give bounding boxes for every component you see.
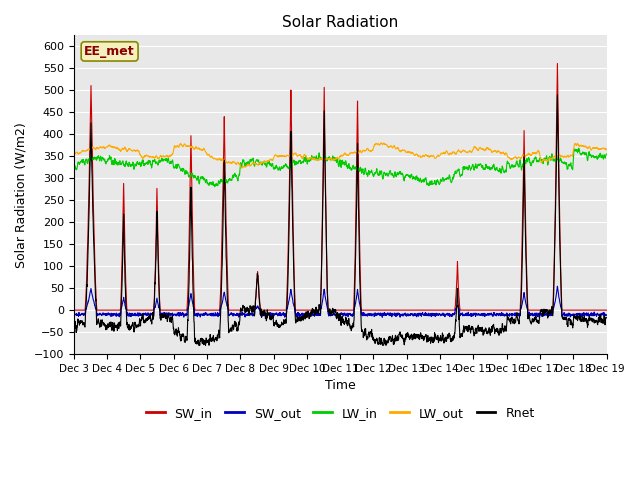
SW_in	[531, 307, 538, 313]
SW_in	[372, 307, 380, 313]
LW_out	[603, 147, 611, 153]
SW_out	[238, 312, 246, 318]
SW_out	[500, 313, 508, 319]
SW_in	[500, 307, 508, 313]
SW_in	[554, 60, 561, 66]
LW_in	[531, 156, 538, 161]
Line: LW_out: LW_out	[74, 143, 607, 168]
LW_in	[123, 161, 131, 167]
Rnet	[195, 342, 203, 348]
LW_out	[238, 165, 246, 170]
LW_in	[575, 145, 582, 151]
Line: Rnet: Rnet	[74, 95, 607, 345]
SW_out	[531, 311, 538, 316]
LW_in	[372, 168, 380, 174]
LW_out	[123, 148, 131, 154]
SW_out	[372, 311, 380, 317]
Line: SW_out: SW_out	[74, 286, 607, 317]
Rnet	[595, 313, 603, 319]
X-axis label: Time: Time	[324, 379, 356, 392]
Line: LW_in: LW_in	[74, 148, 607, 187]
LW_in	[603, 151, 611, 157]
SW_in	[238, 307, 246, 313]
LW_out	[377, 140, 385, 145]
LW_out	[501, 152, 509, 157]
SW_out	[70, 310, 77, 316]
SW_in	[123, 307, 131, 312]
LW_in	[70, 169, 77, 175]
Rnet	[500, 328, 508, 334]
LW_in	[500, 170, 508, 176]
LW_out	[238, 165, 246, 171]
LW_in	[238, 162, 246, 168]
Rnet	[372, 336, 380, 342]
Rnet	[603, 315, 611, 321]
Title: Solar Radiation: Solar Radiation	[282, 15, 398, 30]
LW_in	[211, 184, 219, 190]
Text: EE_met: EE_met	[84, 45, 135, 58]
SW_out	[123, 312, 131, 317]
SW_out	[595, 312, 603, 318]
SW_in	[603, 307, 611, 313]
SW_in	[595, 307, 603, 313]
Rnet	[238, 307, 246, 313]
SW_out	[603, 312, 611, 318]
Rnet	[123, 322, 131, 327]
Line: SW_in: SW_in	[74, 63, 607, 310]
SW_out	[554, 283, 561, 289]
LW_out	[595, 147, 603, 153]
Legend: SW_in, SW_out, LW_in, LW_out, Rnet: SW_in, SW_out, LW_in, LW_out, Rnet	[141, 402, 540, 425]
LW_out	[372, 141, 380, 146]
Rnet	[554, 92, 561, 97]
LW_out	[70, 151, 77, 157]
Rnet	[70, 326, 77, 332]
LW_out	[531, 150, 539, 156]
Rnet	[531, 314, 538, 320]
SW_out	[378, 314, 386, 320]
LW_in	[595, 152, 603, 158]
Y-axis label: Solar Radiation (W/m2): Solar Radiation (W/m2)	[15, 122, 28, 267]
SW_in	[70, 307, 77, 313]
